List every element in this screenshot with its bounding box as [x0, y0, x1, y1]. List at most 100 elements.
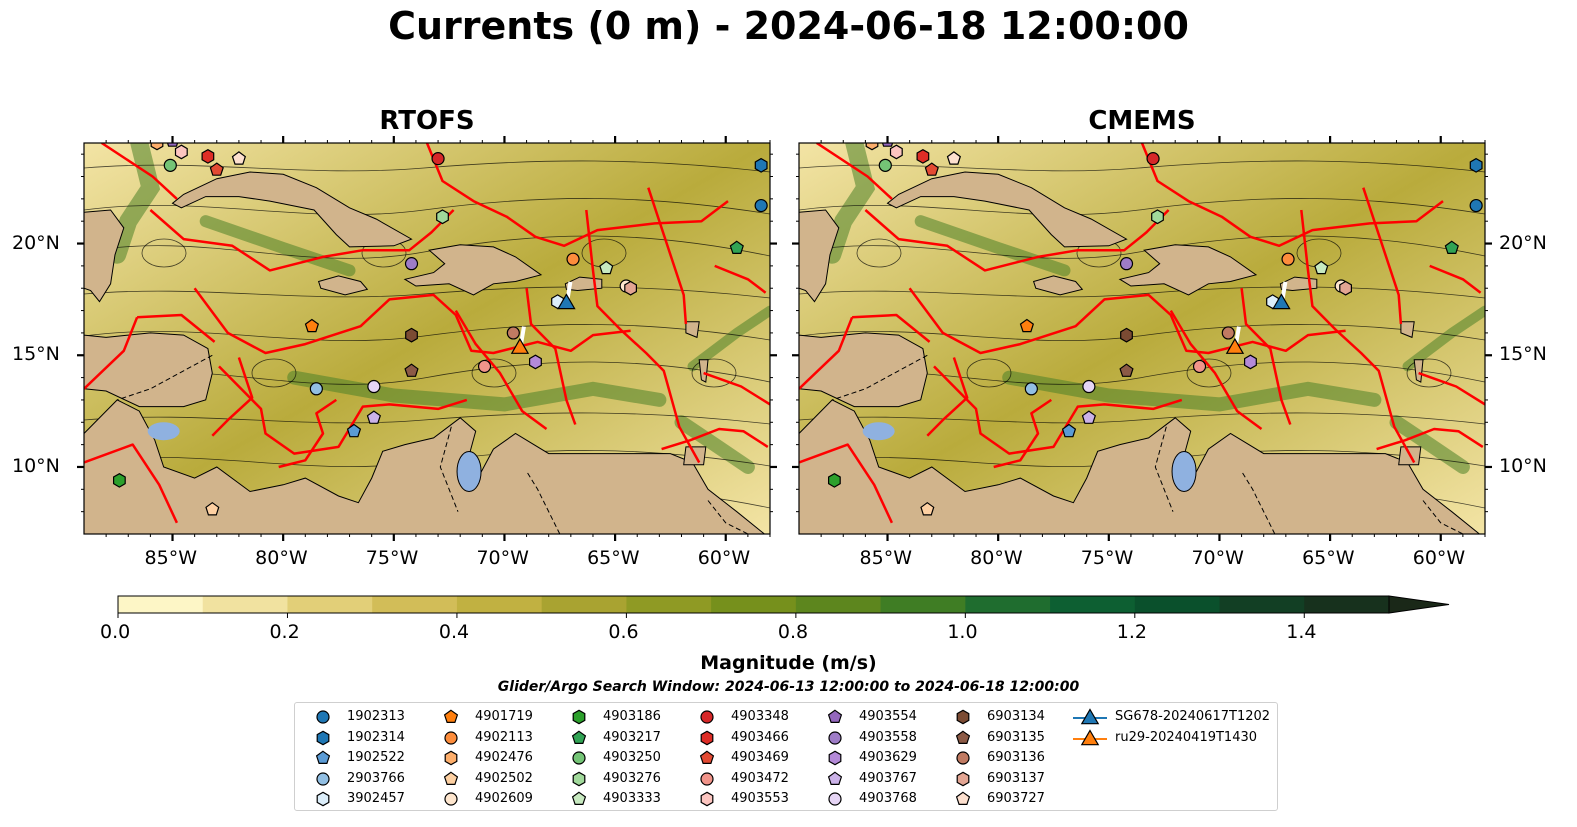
lon-tick-label: 60°W	[697, 547, 751, 569]
legend-label: 4903472	[731, 770, 789, 786]
colorbar-tick-label: 0.0	[100, 621, 131, 643]
eez-boundary	[425, 143, 729, 248]
lon-tick-label: 80°W	[970, 547, 1023, 569]
legend-swatch	[444, 750, 458, 766]
argo-float-marker	[1082, 379, 1096, 394]
legend-swatch	[316, 730, 330, 745]
land-polygon	[84, 209, 125, 303]
legend-swatch	[571, 730, 587, 744]
argo-float-marker	[201, 149, 215, 164]
eez-boundary	[799, 443, 894, 524]
country-border	[439, 426, 459, 512]
legend-label: 6903135	[987, 729, 1045, 745]
glider-marker	[510, 337, 530, 354]
legend-swatch	[956, 751, 970, 765]
eez-boundary	[585, 209, 701, 464]
panel-title: CMEMS	[1088, 106, 1196, 136]
colorbar-segment	[202, 596, 288, 613]
legend-swatch	[444, 792, 458, 806]
cayman-current-band	[199, 215, 356, 277]
argo-float-marker	[112, 473, 126, 488]
eez-boundary	[211, 357, 254, 437]
legend-marker	[572, 771, 586, 786]
legend-label: 6903727	[987, 791, 1045, 806]
argo-float-marker	[529, 354, 542, 370]
argo-float-marker	[754, 157, 768, 173]
argo-float-marker	[309, 382, 323, 396]
legend-label: 4903348	[731, 709, 789, 724]
land-polygon	[698, 359, 709, 383]
land-polygon	[317, 275, 369, 296]
eez-boundary	[993, 398, 1052, 469]
argo-float-marker	[920, 501, 935, 516]
legend-marker	[443, 709, 459, 723]
colorbar-extend-arrow	[1388, 595, 1450, 614]
glider-marker	[1225, 337, 1245, 354]
eez-boundary	[1429, 264, 1482, 294]
caribbean-current-band	[1002, 370, 1382, 412]
colorbar-tick-label: 0.2	[269, 621, 300, 643]
colorbar-segment	[965, 596, 1051, 613]
legend-swatch	[572, 771, 586, 786]
legend-marker	[316, 771, 330, 786]
legend-marker	[444, 792, 458, 806]
legend-label: 4901719	[475, 709, 533, 724]
argo-float-marker	[163, 158, 177, 172]
legend-swatch	[443, 709, 459, 723]
argo-float-marker	[1469, 157, 1483, 173]
land-polygon	[962, 143, 993, 144]
lon-tick-label: 70°W	[1191, 547, 1244, 569]
argo-float-marker	[404, 363, 419, 377]
land-polygon	[171, 171, 413, 248]
legend-label: 4903558	[859, 729, 917, 745]
colorbar-tick-label: 0.8	[777, 621, 809, 643]
legend-label: 4902113	[475, 729, 533, 745]
argo-float-marker	[1221, 326, 1235, 340]
legend-label: 4903466	[731, 729, 789, 745]
argo-float-marker	[1244, 354, 1257, 370]
legend-marker	[572, 751, 586, 765]
country-border	[1422, 500, 1464, 534]
legend-marker	[444, 750, 458, 766]
argo-float-marker	[431, 152, 445, 166]
legend-marker	[1080, 728, 1100, 745]
lat-tick-label: 10°N	[1499, 454, 1547, 477]
legend-label: 4903553	[731, 791, 789, 806]
streamline	[84, 324, 770, 342]
colorbar-segment	[626, 596, 712, 613]
lon-tick-label: 60°W	[1412, 547, 1466, 569]
streamline	[799, 198, 1485, 216]
lon-tick-label: 75°W	[1080, 547, 1134, 569]
legend-marker	[443, 771, 459, 785]
legend-label: 4902609	[475, 791, 533, 806]
map-panel-rtofs	[77, 136, 777, 541]
eez-boundary	[149, 209, 455, 272]
argo-float-marker	[209, 162, 224, 176]
legend-label: 4903469	[731, 750, 789, 765]
legend-marker	[571, 791, 587, 805]
lon-tick-label: 65°W	[587, 547, 640, 569]
eddy-streamline	[471, 358, 517, 388]
legend-label: 4903250	[603, 750, 661, 765]
colorbar-tick-label: 0.6	[608, 621, 639, 643]
argo-float-marker	[878, 158, 892, 172]
streamline	[84, 160, 770, 173]
lon-tick-label: 80°W	[255, 547, 308, 569]
lon-tick-label: 85°W	[859, 547, 912, 569]
map-frame	[83, 142, 771, 535]
legend-swatch	[316, 771, 330, 786]
argo-float-marker	[1339, 280, 1353, 296]
argo-float-marker	[624, 280, 638, 296]
legend-label: 4902476	[475, 750, 533, 765]
lat-tick-label: 15°N	[12, 343, 60, 366]
legend-label: 4903217	[603, 729, 661, 745]
streamline	[84, 412, 770, 425]
legend-label: 4903333	[603, 791, 661, 806]
eez-boundary	[908, 287, 1346, 355]
streamline	[84, 286, 770, 299]
argo-float-marker	[1081, 410, 1097, 424]
legend-swatch	[700, 791, 714, 807]
argo-float-marker	[166, 143, 179, 147]
land-polygon	[1413, 359, 1424, 383]
legend-label: ru29-20240419T1430	[1115, 729, 1258, 745]
